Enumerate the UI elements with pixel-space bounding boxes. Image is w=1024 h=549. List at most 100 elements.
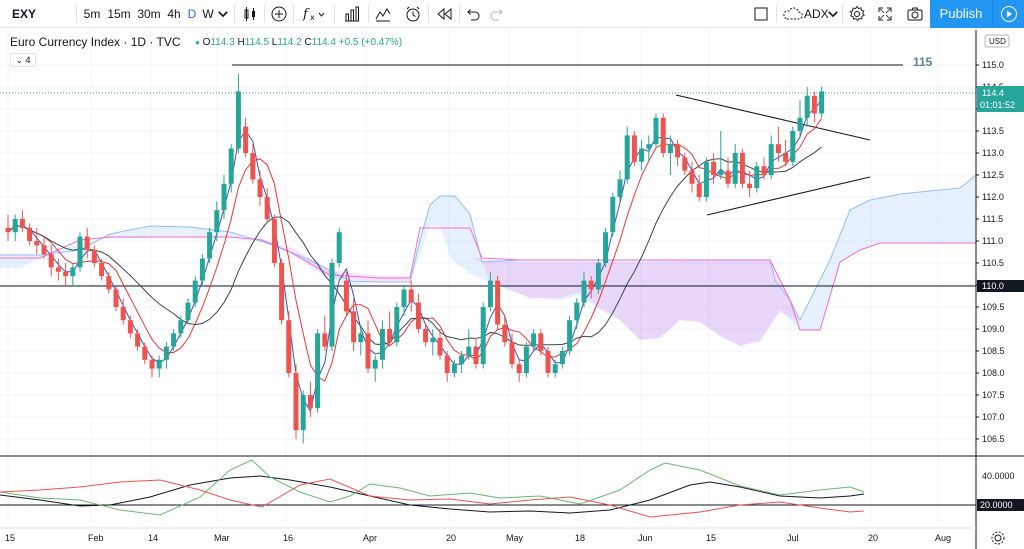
axis-settings-gear-icon[interactable] [991, 531, 1005, 545]
adx-line [0, 475, 865, 514]
chevron-down-icon[interactable] [826, 4, 840, 24]
candle [653, 113, 659, 149]
time-tick-label: May [506, 533, 524, 543]
toolbar-divider [776, 5, 777, 23]
candle-body [365, 333, 371, 369]
candle [581, 271, 587, 307]
gear-outer [991, 531, 1005, 545]
cloud-icon[interactable] [780, 4, 806, 24]
candle [300, 390, 306, 444]
time-tick-label: 15 [5, 533, 15, 543]
candle-body [675, 144, 681, 158]
alert-clock-icon[interactable] [402, 4, 424, 24]
interval-w[interactable]: W [202, 7, 214, 21]
undo-icon[interactable] [461, 4, 483, 24]
candle [307, 381, 313, 417]
indicator-label[interactable]: ADX [804, 7, 829, 21]
time-axis: 15 Feb 14 Mar 16 Apr 20 May 18 Jun 15 Jul 20 Aug [0, 527, 976, 543]
interval-15m[interactable]: 15m [107, 7, 131, 21]
candle-body [790, 131, 796, 162]
candle-body [819, 91, 825, 114]
play-icon[interactable] [992, 0, 1024, 28]
toolbar-divider [368, 5, 369, 23]
candle-body [646, 144, 652, 149]
ichimoku-cloud [0, 175, 976, 346]
indicator-level-label: 20.0000 [980, 500, 1013, 510]
candle-body [63, 271, 69, 277]
candle [437, 329, 443, 360]
candle [99, 258, 105, 281]
moving-average-14 [7, 146, 822, 346]
interval-30m[interactable]: 30m [137, 7, 161, 21]
time-tick-label: Jun [638, 533, 653, 543]
candle [343, 271, 349, 316]
financials-icon[interactable] [341, 4, 363, 24]
price-tick-label: 115.0 [982, 60, 1004, 70]
candle [804, 87, 810, 127]
candle-body [113, 289, 119, 307]
candle-body [235, 91, 241, 149]
candle [617, 170, 623, 202]
candle [257, 170, 263, 206]
interval-5m[interactable]: 5m [83, 7, 101, 21]
candle [48, 245, 54, 277]
fullscreen-icon[interactable] [874, 4, 896, 24]
candle [63, 263, 69, 285]
candle-body [631, 135, 637, 162]
close-value: 114.4 [311, 37, 336, 48]
interval-d[interactable]: D [187, 7, 197, 21]
candle [624, 126, 630, 184]
candle [250, 144, 256, 184]
plus-di-line [0, 459, 865, 516]
candle [408, 280, 414, 312]
candle-body [199, 258, 205, 281]
candle [329, 258, 335, 351]
candle-body [437, 337, 443, 356]
candle-body [466, 346, 472, 356]
price-tick-label: 108.0 [982, 368, 1005, 378]
chevron-down-icon: ⌄ [15, 55, 23, 65]
ichimoku-span-b [0, 227, 976, 331]
indicator-collapse-toggle[interactable]: ⌄ 4 [10, 53, 36, 67]
candle-body [307, 395, 313, 409]
currency-label: USD [989, 37, 1006, 46]
candle-body [703, 161, 709, 197]
fullscreen-square-icon[interactable] [750, 4, 772, 24]
compare-add-icon[interactable] [268, 4, 290, 24]
trendline-lower [706, 176, 871, 216]
symbol-search[interactable]: EXY [11, 7, 36, 21]
candle [228, 144, 234, 193]
candle [480, 302, 486, 369]
candles-icon[interactable] [239, 4, 261, 24]
templates-icon[interactable] [372, 4, 394, 24]
replay-icon[interactable] [433, 4, 455, 24]
candle-body [257, 179, 263, 197]
candle [322, 315, 328, 351]
candle-body [279, 263, 285, 321]
gear-icon[interactable] [846, 4, 868, 24]
publish-button[interactable]: Publish [930, 0, 992, 28]
candle-body [811, 95, 817, 114]
candle [77, 232, 83, 272]
candle-body [84, 236, 90, 250]
camera-icon[interactable] [904, 4, 926, 24]
candle [41, 236, 47, 259]
candle-body [574, 302, 580, 321]
chevron-down-icon[interactable] [216, 4, 230, 24]
low-label: L [271, 37, 278, 48]
open-label: O [202, 37, 211, 48]
candle [430, 329, 436, 356]
interval-4h[interactable]: 4h [167, 7, 181, 21]
candle [675, 139, 681, 167]
candle-body [156, 359, 162, 369]
candle-body [603, 232, 609, 263]
candle [754, 161, 760, 193]
redo-icon[interactable] [487, 4, 509, 24]
candle-body [768, 144, 774, 175]
candle-body [379, 329, 385, 360]
candle-body [127, 320, 133, 334]
candle-body [459, 355, 465, 365]
